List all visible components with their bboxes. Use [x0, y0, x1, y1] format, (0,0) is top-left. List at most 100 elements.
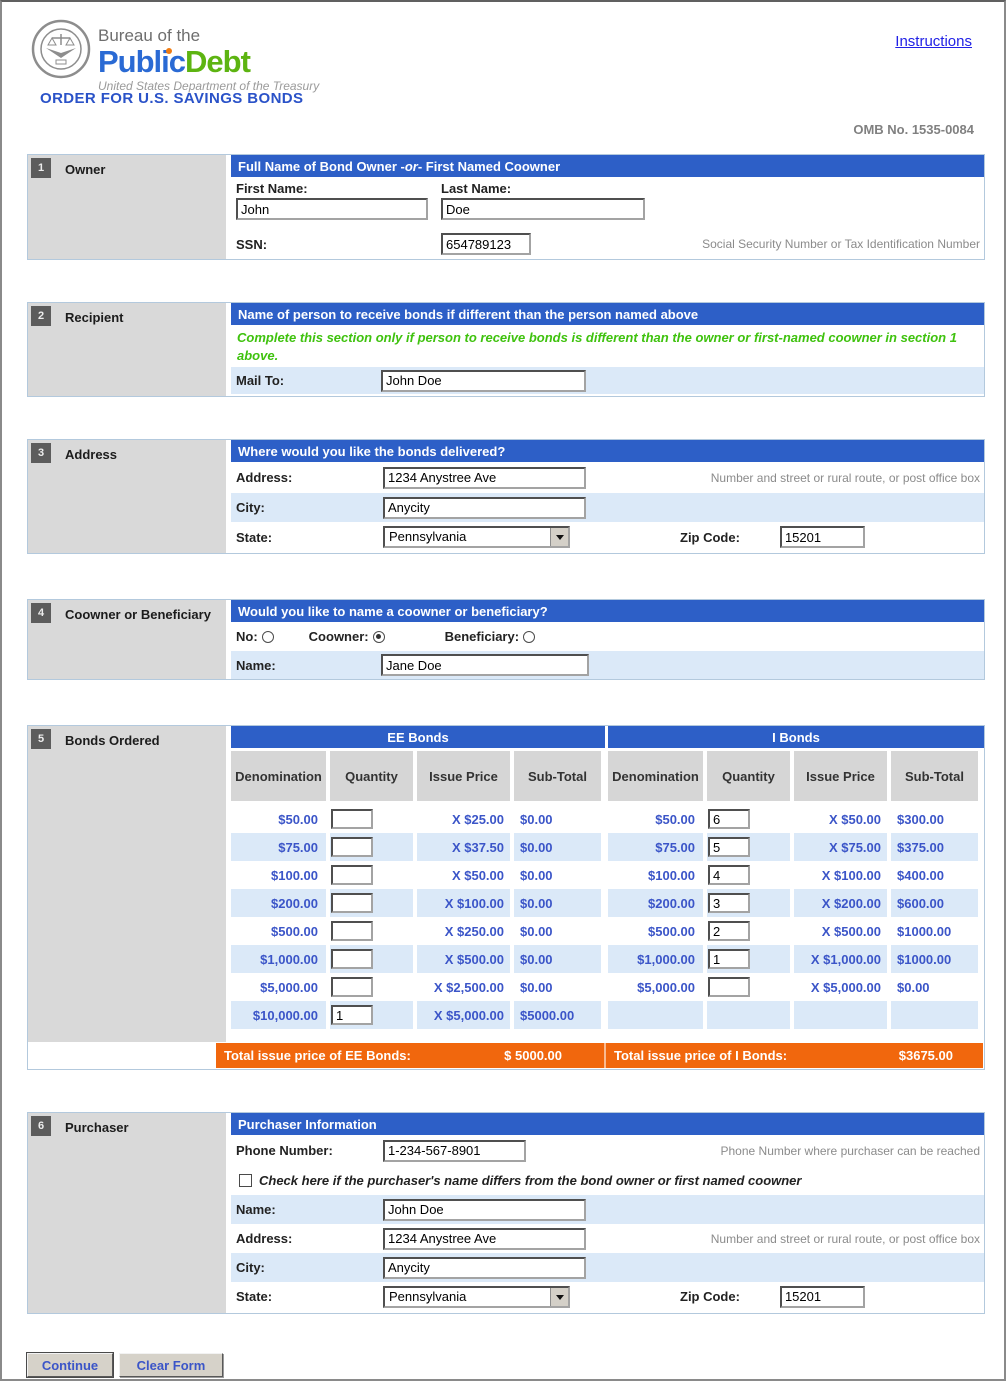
section-label-purchaser: Purchaser	[65, 1120, 129, 1135]
i-denomination-cell: $100.00	[648, 867, 695, 883]
i-denomination-cell: $500.00	[648, 923, 695, 939]
zip-label: Zip Code:	[680, 529, 740, 545]
ee-quantity-input[interactable]	[331, 1005, 373, 1025]
ee-quantity-input[interactable]	[331, 921, 373, 941]
ee-quantity-input[interactable]	[331, 977, 373, 997]
ee-quantity-input[interactable]	[331, 893, 373, 913]
treasury-seal-icon	[31, 19, 91, 79]
radio-beneficiary[interactable]	[523, 630, 536, 643]
ee-quantity-input[interactable]	[331, 809, 373, 829]
ee-total-label: Total issue price of EE Bonds:	[224, 1048, 411, 1063]
purchaser-address-input[interactable]	[383, 1227, 586, 1250]
ee-quantity-cell	[330, 917, 413, 945]
section-bonds: 5 Bonds Ordered EE Bonds Denomination Qu…	[27, 725, 985, 1070]
i-issue-price-cell: X $200.00	[794, 889, 887, 917]
i-total-value: $3675.00	[898, 1048, 953, 1063]
purchaser-state-select[interactable]: Pennsylvania	[383, 1285, 570, 1308]
i-issue-price-cell: X $1,000.00	[794, 945, 887, 973]
purchaser-city-label: City:	[236, 1260, 265, 1275]
logo-brand: PublicDebt	[98, 46, 319, 77]
section-number-badge: 6	[31, 1116, 51, 1136]
ee-issue-price-cell: X $37.50	[417, 833, 510, 861]
i-quantity-input[interactable]	[708, 865, 750, 885]
i-bond-row: $100.00 X $100.00 $400.00	[608, 861, 984, 889]
i-quantity-input[interactable]	[708, 949, 750, 969]
i-quantity-input[interactable]	[708, 893, 750, 913]
purchaser-zip-input[interactable]	[779, 1285, 865, 1308]
section-recipient: 2 Recipient Name of person to receive bo…	[27, 302, 985, 397]
purchaser-differs-checkbox[interactable]	[239, 1174, 252, 1187]
public-debt-logo: Bureau of the PublicDebt United States D…	[30, 18, 319, 93]
purchaser-city-input[interactable]	[383, 1256, 586, 1279]
mail-to-input[interactable]	[381, 369, 586, 392]
recipient-header-bar: Name of person to receive bonds if diffe…	[231, 303, 984, 325]
i-quantity-input[interactable]	[708, 809, 750, 829]
continue-button[interactable]: Continue	[26, 1352, 114, 1378]
mail-to-label: Mail To:	[236, 373, 285, 388]
i-quantity-input[interactable]	[708, 921, 750, 941]
ee-col-quantity: Quantity	[330, 751, 413, 801]
ee-denomination-cell: $5,000.00	[260, 979, 318, 995]
coowner-name-input[interactable]	[381, 654, 589, 676]
state-label: State:	[236, 529, 273, 545]
purchaser-name-input[interactable]	[383, 1198, 586, 1221]
logo-bureau-line: Bureau of the	[98, 26, 201, 45]
i-subtotal-cell: $400.00	[897, 867, 944, 883]
section-label-coowner: Coowner or Beneficiary	[65, 607, 211, 622]
coowner-name-label: Name:	[236, 657, 276, 673]
instructions-link[interactable]: Instructions	[895, 33, 972, 50]
i-bond-row: $75.00 X $75.00$375.00	[608, 833, 984, 861]
phone-input[interactable]	[383, 1139, 526, 1162]
i-quantity-input[interactable]	[708, 977, 750, 997]
radio-coowner[interactable]	[372, 630, 385, 643]
address-note: Number and street or rural route, or pos…	[710, 470, 980, 485]
city-input[interactable]	[383, 496, 586, 519]
i-denomination-cell	[608, 1001, 703, 1029]
purchaser-differs-label: Check here if the purchaser's name diffe…	[259, 1173, 802, 1188]
ee-bond-row: $1,000.00 X $500.00 $0.00	[231, 945, 605, 973]
radio-no-label: No:	[236, 629, 258, 644]
ee-total-value: $ 5000.00	[504, 1048, 562, 1063]
section-number-badge: 2	[31, 306, 51, 326]
i-quantity-input[interactable]	[708, 837, 750, 857]
ee-col-denomination: Denomination	[231, 751, 326, 801]
ee-quantity-input[interactable]	[331, 865, 373, 885]
i-subtotal-cell: $0.00	[897, 979, 930, 995]
radio-no[interactable]	[261, 630, 274, 643]
i-issue-price-cell	[794, 1001, 887, 1029]
i-quantity-cell	[707, 889, 790, 917]
ee-issue-price-cell: X $5,000.00	[417, 1001, 510, 1029]
ssn-input[interactable]	[441, 233, 531, 255]
first-name-input[interactable]	[236, 198, 428, 220]
ee-quantity-input[interactable]	[331, 837, 373, 857]
purchaser-state-label: State:	[236, 1289, 273, 1304]
address-input[interactable]	[383, 466, 586, 489]
radio-coowner-label: Coowner:	[308, 629, 369, 644]
section-number-badge: 1	[31, 158, 51, 178]
dropdown-arrow-icon	[550, 528, 568, 546]
i-subtotal-cell: $1000.00	[891, 945, 978, 973]
ee-quantity-input[interactable]	[331, 949, 373, 969]
ee-bond-row: $500.00 X $250.00 $0.00	[231, 917, 605, 945]
ee-quantity-cell	[330, 945, 413, 973]
zip-input[interactable]	[779, 526, 865, 548]
clear-form-button[interactable]: Clear Form	[119, 1353, 223, 1377]
ee-quantity-cell	[330, 889, 413, 917]
ee-denomination-cell: $1,000.00	[231, 945, 326, 973]
i-bond-row: $500.00 X $500.00 $1000.00	[608, 917, 984, 945]
ee-subtotal-cell: $0.00	[520, 811, 553, 827]
i-col-issue-price: Issue Price	[794, 751, 887, 801]
i-bond-row: $5,000.00 X $5,000.00 $0.00	[608, 973, 984, 1001]
ee-subtotal-cell: $0.00	[520, 867, 553, 883]
logo-public: Public	[98, 44, 186, 79]
i-bonds-table: I Bonds Denomination Quantity Issue Pric…	[608, 726, 984, 1029]
last-name-input[interactable]	[441, 198, 645, 220]
logo-debt: Debt	[185, 44, 251, 79]
ee-denomination-cell: $50.00	[278, 811, 318, 827]
coowner-header-bar: Would you like to name a coowner or bene…	[231, 600, 984, 622]
ee-subtotal-cell: $0.00	[514, 833, 601, 861]
state-select[interactable]: Pennsylvania	[383, 526, 570, 548]
i-quantity-cell	[707, 1001, 790, 1029]
phone-note: Phone Number where purchaser can be reac…	[720, 1143, 981, 1158]
i-denomination-cell: $75.00	[608, 833, 703, 861]
